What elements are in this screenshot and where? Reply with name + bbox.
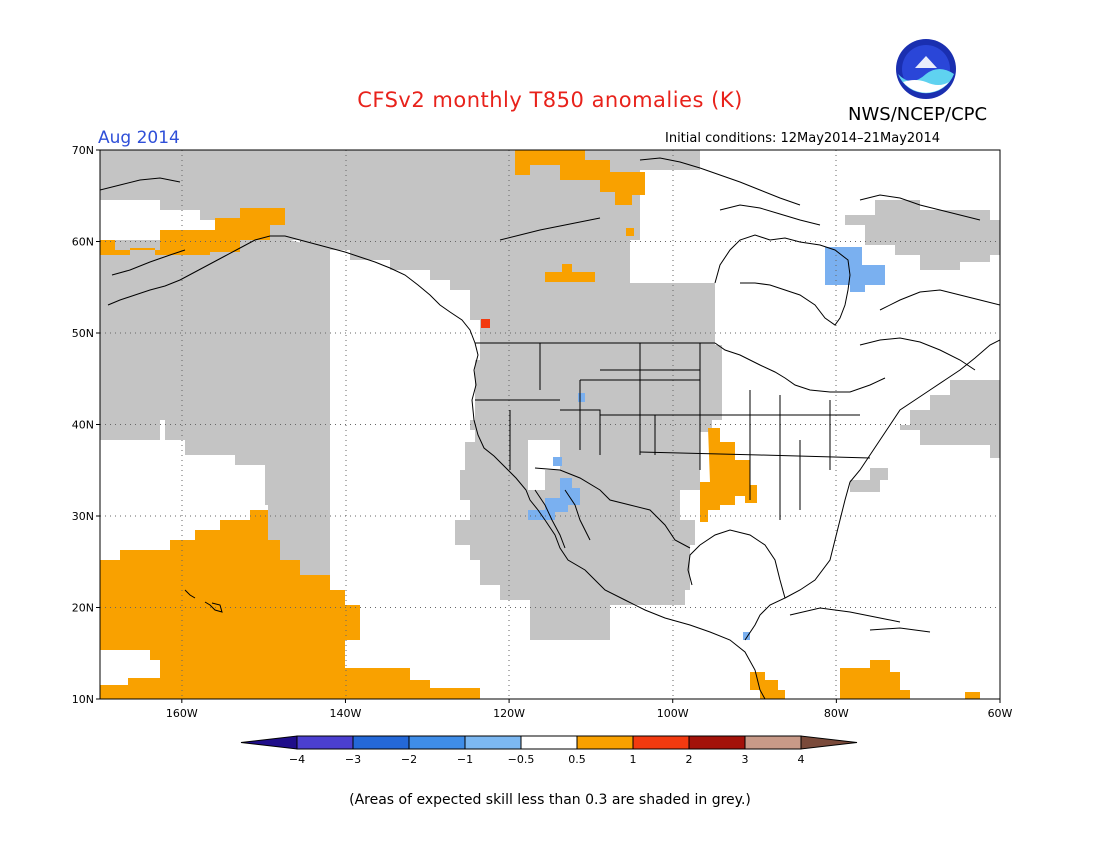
map-field: [100, 150, 1000, 699]
colorbar: −4 −3 −2 −1 −0.5 0.5 1 2 3 4: [240, 735, 858, 766]
lon-tick-label: 140W: [330, 707, 362, 720]
lat-tick-label: 40N: [72, 419, 94, 432]
map-title: CFSv2 monthly T850 anomalies (K): [357, 88, 743, 112]
colorbar-swatch: [520, 735, 578, 750]
no-signal-pockets: [465, 430, 560, 490]
lon-tick-label: 160W: [166, 707, 198, 720]
colorbar-low-extension: [240, 735, 298, 750]
lon-tick-label: 60W: [988, 707, 1013, 720]
warm-anomaly-regions: [100, 150, 980, 699]
lat-tick-label: 60N: [72, 236, 94, 249]
lat-tick-label: 50N: [72, 327, 94, 340]
noaa-logo: [896, 39, 956, 99]
lon-tick-label: 120W: [493, 707, 525, 720]
political-borders: [475, 342, 886, 549]
skill-footnote: (Areas of expected skill less than 0.3 a…: [349, 792, 751, 808]
lat-tick-label: 70N: [72, 144, 94, 157]
colorbar-swatch: [632, 735, 690, 750]
colorbar-swatch: [576, 735, 634, 750]
coastlines: [100, 157, 1000, 699]
colorbar-label: −4: [289, 753, 305, 766]
colorbar-label: 0.5: [568, 753, 586, 766]
agency-label: NWS/NCEP/CPC: [848, 104, 988, 125]
colorbar-label: −3: [345, 753, 361, 766]
colorbar-label: 1: [630, 753, 637, 766]
longitude-axis: 160W 140W 120W 100W 80W 60W: [166, 699, 1013, 720]
lat-tick-label: 30N: [72, 510, 94, 523]
colorbar-label: −2: [401, 753, 417, 766]
colorbar-swatch: [688, 735, 746, 750]
forecast-month-label: Aug 2014: [98, 128, 180, 148]
lat-tick-label: 10N: [72, 693, 94, 706]
colorbar-label: −0.5: [508, 753, 535, 766]
strong-warm-cell: [481, 319, 490, 328]
colorbar-label: −1: [457, 753, 473, 766]
latitude-axis: 70N 60N 50N 40N 30N 20N 10N: [72, 144, 100, 706]
colorbar-label: 2: [686, 753, 693, 766]
colorbar-label: 3: [742, 753, 749, 766]
lon-tick-label: 100W: [657, 707, 689, 720]
colorbar-swatch: [352, 735, 410, 750]
cool-anomaly-regions: [528, 247, 885, 640]
colorbar-swatch: [408, 735, 466, 750]
colorbar-high-extension: [800, 735, 858, 750]
lon-tick-label: 80W: [824, 707, 849, 720]
lat-tick-label: 20N: [72, 602, 94, 615]
colorbar-swatch: [744, 735, 802, 750]
colorbar-swatch: [296, 735, 354, 750]
initial-conditions-label: Initial conditions: 12May2014–21May2014: [665, 131, 940, 146]
colorbar-label: 4: [798, 753, 805, 766]
colorbar-swatch: [464, 735, 522, 750]
